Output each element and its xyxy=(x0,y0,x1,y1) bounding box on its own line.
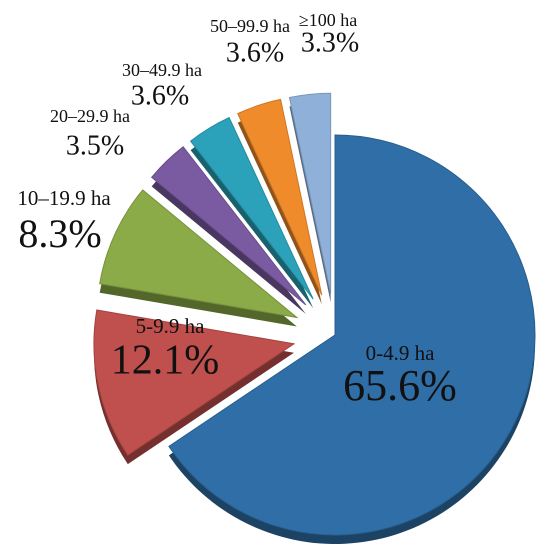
slice-category-label: 10–19.9 ha xyxy=(17,186,111,210)
slice-category-label: ≥100 ha xyxy=(299,10,357,30)
slice-category-label: 5-9.9 ha xyxy=(136,314,205,338)
slice-value-label: 3.3% xyxy=(301,27,359,58)
slice-category-label: 0-4.9 ha xyxy=(366,341,435,365)
slice xyxy=(99,189,299,319)
slice xyxy=(93,309,296,456)
slice-value-label: 3.5% xyxy=(66,130,124,161)
slice-category-label: 30–49.9 ha xyxy=(122,60,202,80)
slice xyxy=(237,98,323,296)
slice-category-label: 50–99.9 ha xyxy=(210,16,290,36)
slice-value-label: 3.6% xyxy=(226,37,284,68)
slice-value-label: 3.6% xyxy=(131,80,189,111)
slice-value-label: 8.3% xyxy=(18,211,101,256)
slice-category-label: 20–29.9 ha xyxy=(50,106,130,126)
slice-value-label: 65.6% xyxy=(343,361,457,410)
slice xyxy=(168,134,536,536)
slice xyxy=(288,92,332,294)
slice xyxy=(189,116,314,300)
slice xyxy=(150,146,307,306)
slice-value-label: 12.1% xyxy=(111,338,220,384)
